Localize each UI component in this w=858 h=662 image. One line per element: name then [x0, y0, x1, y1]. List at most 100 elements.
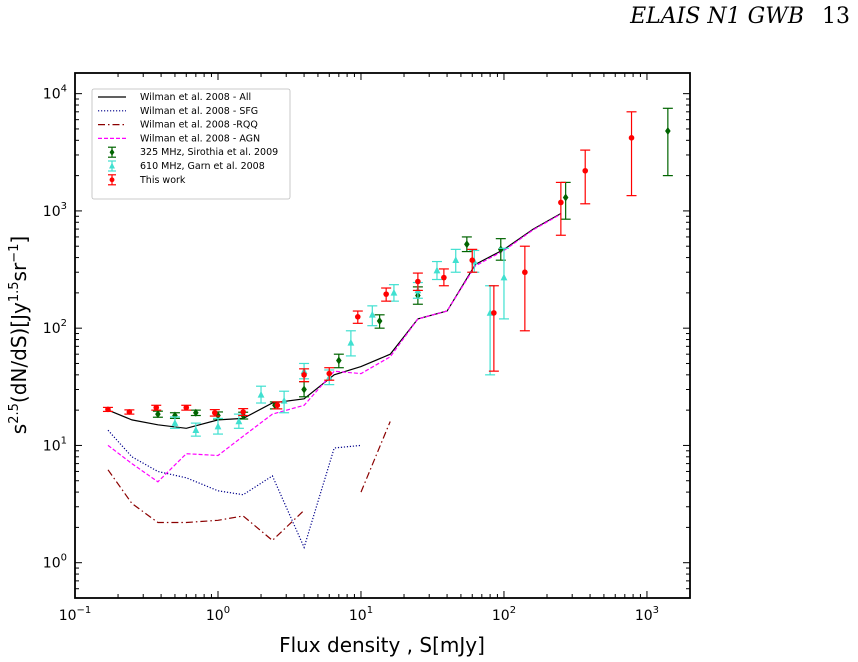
page-number: 13: [822, 4, 850, 29]
model-curves: [107, 212, 562, 550]
data-point: [102, 406, 113, 413]
axis-ticks: [74, 73, 691, 599]
legend-entry-label: 325 MHz, Sirothia et al. 2009: [140, 147, 278, 158]
circle-marker: [240, 409, 246, 415]
data-point: [238, 408, 249, 417]
data-point: [272, 401, 283, 410]
triangle-marker: [390, 288, 398, 296]
triangle-marker: [347, 338, 355, 346]
data-point: [450, 248, 461, 273]
y-axis-label-part: s: [7, 424, 31, 434]
triangle-marker: [192, 426, 200, 433]
y-tick-label: 100: [43, 553, 67, 572]
circle-marker: [582, 167, 589, 174]
diamond-marker: [109, 148, 115, 156]
legend-entry-label: Wilman et al. 2008 - AGN: [140, 133, 260, 144]
y-axis-label-part: 1.5: [7, 281, 22, 302]
y-axis-label-part: (dN/dS)[Jy: [7, 302, 31, 403]
circle-marker: [491, 310, 497, 316]
data-point: [169, 416, 180, 429]
data-point: [324, 367, 335, 381]
legend: Wilman et al. 2008 - All Wilman et al. 20…: [91, 88, 291, 200]
data-point: [333, 353, 344, 369]
data-point: [352, 310, 363, 324]
circle-marker: [153, 404, 160, 411]
y-tick-label: 104: [43, 84, 67, 103]
y-tick-label-exp: 4: [61, 84, 67, 95]
x-tick-label: 100: [206, 605, 230, 624]
circle-marker: [558, 199, 564, 206]
y-axis-label-part: 2.5: [7, 403, 22, 424]
triangle-marker: [500, 273, 508, 281]
data-point: [626, 111, 637, 197]
data-point: [662, 107, 673, 177]
data-point: [519, 245, 530, 332]
data-point: [374, 314, 385, 329]
circle-marker: [301, 372, 307, 378]
y-tick-label-exp: 1: [61, 435, 67, 446]
circle-marker: [522, 269, 528, 276]
plot-frame: [74, 72, 691, 599]
circle-marker: [628, 135, 635, 141]
data-point: [555, 181, 566, 236]
triangle-marker: [280, 396, 288, 404]
data-point: [279, 390, 290, 414]
data-point: [152, 410, 163, 419]
x-tick-label-exp: 0: [224, 605, 230, 616]
y-axis-label-part: ]: [7, 236, 31, 244]
x-tick-label-base: 10: [59, 608, 77, 624]
x-tick-label-base: 10: [349, 608, 367, 624]
triangle-marker: [433, 266, 441, 274]
circle-marker: [183, 404, 190, 411]
model-curve-line: [360, 421, 391, 493]
data-point: [580, 149, 591, 205]
circle-marker: [274, 402, 281, 409]
data-point: [181, 404, 192, 411]
x-tick-label-exp: 1: [367, 605, 373, 616]
data-point: [212, 417, 223, 435]
data-point: [412, 272, 423, 291]
model-curve-line: [107, 429, 362, 550]
data-points: [102, 107, 673, 437]
y-tick-label: 101: [43, 435, 67, 454]
data-point: [461, 236, 472, 253]
data-point: [190, 408, 201, 417]
x-tick-label: 101: [349, 605, 373, 624]
running-title: ELAIS N1 GWB: [630, 4, 804, 29]
diamond-marker: [464, 240, 470, 249]
data-point: [256, 385, 267, 404]
running-header: ELAIS N1 GWB 13: [630, 4, 850, 29]
data-point: [345, 330, 356, 357]
diamond-marker: [562, 193, 569, 202]
model-curve-line: [107, 213, 562, 483]
x-tick-label-exp: −1: [77, 605, 92, 616]
y-axis-label-part: −1: [7, 244, 22, 263]
circle-marker: [109, 177, 115, 183]
y-tick-label-exp: 3: [61, 201, 67, 212]
circle-marker: [383, 291, 389, 297]
diamond-marker: [301, 385, 307, 394]
y-axis-label: s2.5(dN/dS)[Jy1.5sr−1]: [7, 236, 31, 434]
y-tick-label-base: 10: [43, 556, 61, 572]
circle-marker: [469, 257, 476, 263]
data-point: [431, 260, 442, 281]
y-tick-label-base: 10: [43, 321, 61, 337]
diamond-marker: [376, 317, 383, 326]
data-point: [190, 422, 201, 437]
data-point: [367, 305, 378, 327]
data-point: [209, 409, 220, 417]
triangle-marker: [171, 419, 179, 426]
data-point: [467, 248, 478, 273]
data-point: [498, 247, 509, 320]
triangle-marker: [109, 162, 115, 169]
model-curve-line: [107, 212, 562, 429]
diamond-marker: [193, 408, 199, 417]
legend-entry-label: Wilman et al. 2008 - All: [140, 92, 251, 103]
x-tick-label-base: 10: [492, 608, 510, 624]
data-point: [488, 285, 499, 372]
data-point: [388, 284, 399, 302]
y-tick-label-base: 10: [43, 204, 61, 220]
y-tick-label-exp: 2: [61, 318, 67, 329]
legend-entry-label: Wilman et al. 2008 - SFG: [140, 106, 258, 117]
